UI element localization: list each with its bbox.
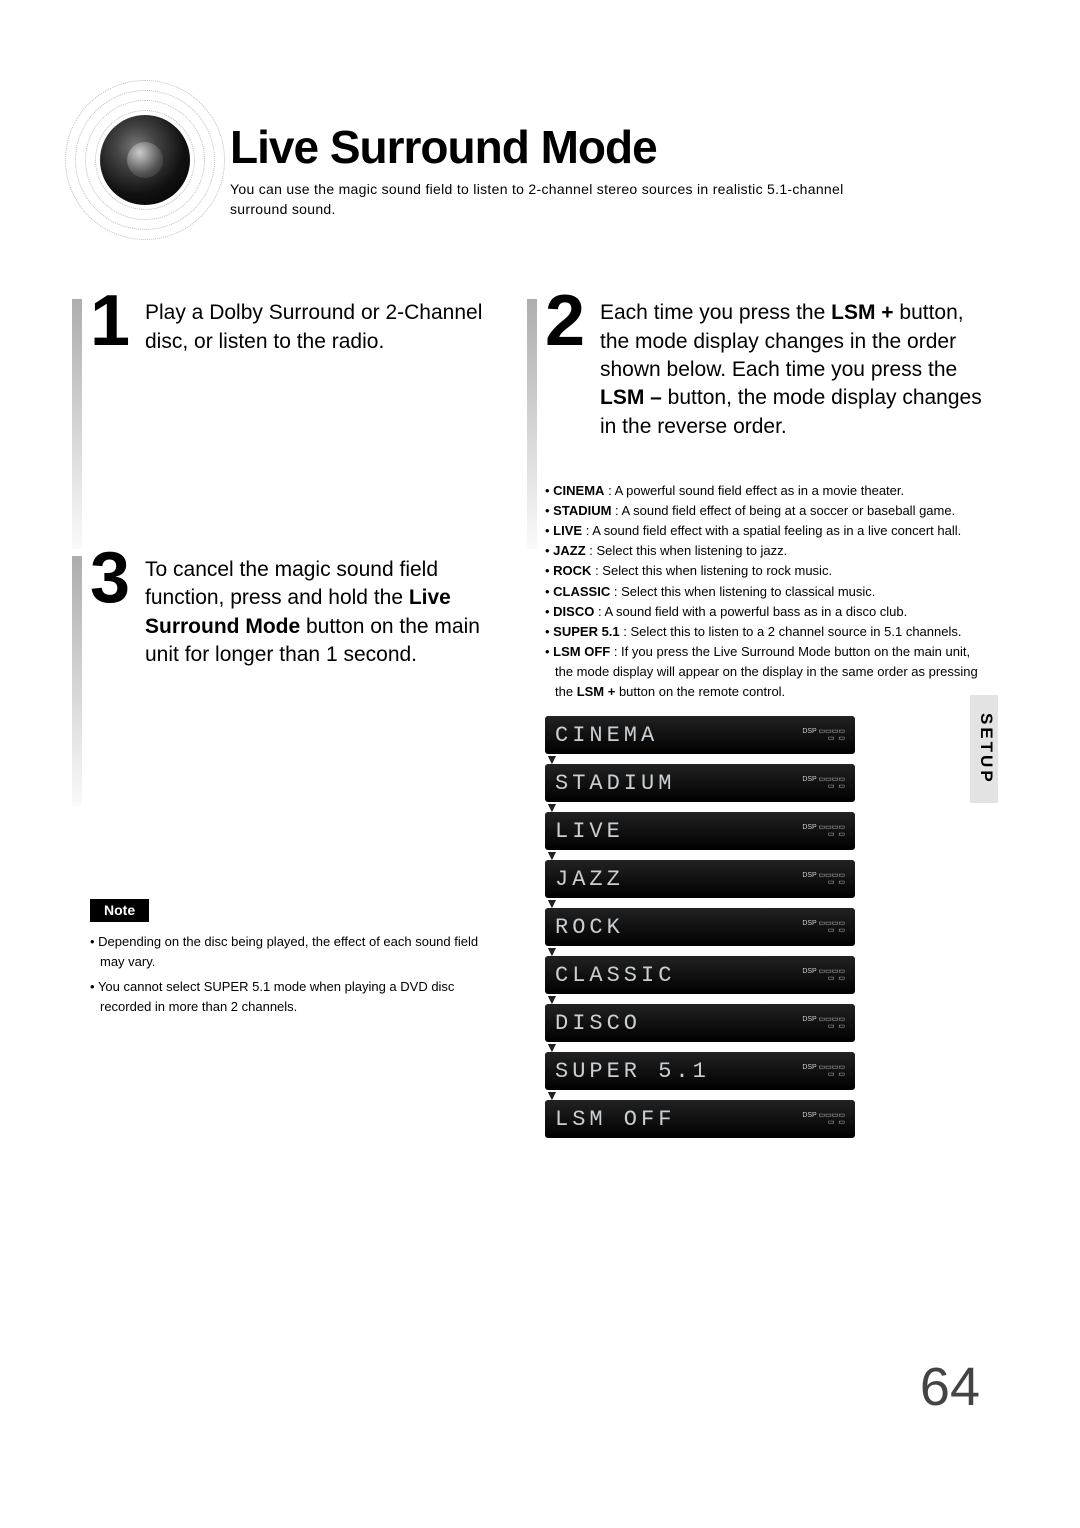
page-header: Live Surround Mode You can use the magic… bbox=[230, 60, 990, 219]
lcd-display: LSM OFF DSP ▭▭▭▭ ▭ ▭ bbox=[545, 1100, 855, 1138]
page-number: 64 bbox=[920, 1356, 980, 1418]
lcd-text: CLASSIC bbox=[555, 963, 675, 988]
mode-item: CLASSIC : Select this when listening to … bbox=[545, 582, 990, 602]
text-part: Each time you press the bbox=[600, 301, 831, 324]
mode-desc: : Select this when listening to rock mus… bbox=[591, 563, 832, 578]
text-bold: LSM – bbox=[600, 386, 662, 409]
lcd-display: STADIUM DSP ▭▭▭▭ ▭ ▭ bbox=[545, 764, 855, 802]
section-tab: SETUP bbox=[970, 695, 998, 803]
step-text: To cancel the magic sound field function… bbox=[145, 556, 505, 669]
note-item: Depending on the disc being played, the … bbox=[90, 932, 485, 971]
note-item: You cannot select SUPER 5.1 mode when pl… bbox=[90, 977, 485, 1016]
lcd-indicator-icons: DSP ▭▭▭▭ ▭ ▭ bbox=[802, 968, 845, 983]
lcd-text: LIVE bbox=[555, 819, 624, 844]
mode-item: LIVE : A sound field effect with a spati… bbox=[545, 521, 990, 541]
lcd-text: JAZZ bbox=[555, 867, 624, 892]
text-part: To cancel the magic sound field function… bbox=[145, 558, 438, 609]
lcd-indicator-icons: DSP ▭▭▭▭ ▭ ▭ bbox=[802, 1016, 845, 1031]
mode-name: CINEMA bbox=[553, 483, 604, 498]
page-title: Live Surround Mode bbox=[230, 120, 990, 174]
lcd-text: LSM OFF bbox=[555, 1107, 675, 1132]
lcd-text: DISCO bbox=[555, 1011, 641, 1036]
mode-desc: : Select this when listening to jazz. bbox=[586, 543, 788, 558]
mode-name: CLASSIC bbox=[553, 584, 610, 599]
lcd-display: SUPER 5.1 DSP ▭▭▭▭ ▭ ▭ bbox=[545, 1052, 855, 1090]
lcd-indicator-icons: DSP ▭▭▭▭ ▭ ▭ bbox=[802, 872, 845, 887]
mode-name: ROCK bbox=[553, 563, 591, 578]
step-2: 2 Each time you press the LSM + button, … bbox=[545, 299, 990, 441]
step-text: Each time you press the LSM + button, th… bbox=[600, 299, 990, 441]
mode-name: STADIUM bbox=[553, 503, 611, 518]
mode-item: JAZZ : Select this when listening to jaz… bbox=[545, 541, 990, 561]
mode-description-list: CINEMA : A powerful sound field effect a… bbox=[545, 481, 990, 703]
mode-desc: : A powerful sound field effect as in a … bbox=[604, 483, 904, 498]
lcd-indicator-icons: DSP ▭▭▭▭ ▭ ▭ bbox=[802, 824, 845, 839]
mode-item: STADIUM : A sound field effect of being … bbox=[545, 501, 990, 521]
manual-page: Live Surround Mode You can use the magic… bbox=[0, 0, 1080, 1528]
lcd-display: CINEMA DSP ▭▭▭▭ ▭ ▭ bbox=[545, 716, 855, 754]
lcd-display: CLASSIC DSP ▭▭▭▭ ▭ ▭ bbox=[545, 956, 855, 994]
mode-item: SUPER 5.1 : Select this to listen to a 2… bbox=[545, 622, 990, 642]
text-bold: LSM + bbox=[831, 301, 893, 324]
mode-item: LSM OFF : If you press the Live Surround… bbox=[545, 642, 990, 702]
content-grid: 1 Play a Dolby Surround or 2-Channel dis… bbox=[70, 299, 990, 1138]
lcd-display: DISCO DSP ▭▭▭▭ ▭ ▭ bbox=[545, 1004, 855, 1042]
mode-item: CINEMA : A powerful sound field effect a… bbox=[545, 481, 990, 501]
step-number: 3 bbox=[90, 550, 130, 608]
mode-name: LIVE bbox=[553, 523, 582, 538]
page-subtitle: You can use the magic sound field to lis… bbox=[230, 180, 850, 219]
mode-desc: : Select this to listen to a 2 channel s… bbox=[620, 624, 962, 639]
step-3: 3 To cancel the magic sound field functi… bbox=[90, 556, 505, 669]
mode-item: DISCO : A sound field with a powerful ba… bbox=[545, 602, 990, 622]
step-number: 2 bbox=[545, 293, 585, 351]
lcd-indicator-icons: DSP ▭▭▭▭ ▭ ▭ bbox=[802, 920, 845, 935]
step-1: 1 Play a Dolby Surround or 2-Channel dis… bbox=[90, 299, 505, 356]
mode-desc-part: button on the remote control. bbox=[615, 684, 785, 699]
lcd-display: LIVE DSP ▭▭▭▭ ▭ ▭ bbox=[545, 812, 855, 850]
mode-item: ROCK : Select this when listening to roc… bbox=[545, 561, 990, 581]
mode-desc: : A sound field effect with a spatial fe… bbox=[582, 523, 961, 538]
mode-desc: : A sound field effect of being at a soc… bbox=[611, 503, 955, 518]
lcd-text: STADIUM bbox=[555, 771, 675, 796]
lcd-text: ROCK bbox=[555, 915, 624, 940]
lcd-indicator-icons: DSP ▭▭▭▭ ▭ ▭ bbox=[802, 1064, 845, 1079]
note-list: Depending on the disc being played, the … bbox=[90, 932, 485, 1016]
lcd-display: JAZZ DSP ▭▭▭▭ ▭ ▭ bbox=[545, 860, 855, 898]
left-column: 1 Play a Dolby Surround or 2-Channel dis… bbox=[70, 299, 515, 1138]
lcd-text: SUPER 5.1 bbox=[555, 1059, 710, 1084]
step-number: 1 bbox=[90, 293, 130, 351]
mode-desc-bold: LSM + bbox=[577, 684, 616, 699]
lcd-indicator-icons: DSP ▭▭▭▭ ▭ ▭ bbox=[802, 776, 845, 791]
display-sequence: CINEMADSP ▭▭▭▭ ▭ ▭▼STADIUMDSP ▭▭▭▭ ▭ ▭▼L… bbox=[545, 716, 990, 1138]
mode-name: LSM OFF bbox=[553, 644, 610, 659]
lcd-display: ROCK DSP ▭▭▭▭ ▭ ▭ bbox=[545, 908, 855, 946]
mode-name: DISCO bbox=[553, 604, 594, 619]
right-column: 2 Each time you press the LSM + button, … bbox=[545, 299, 990, 1138]
mode-desc: : Select this when listening to classica… bbox=[610, 584, 875, 599]
lcd-indicator-icons: DSP ▭▭▭▭ ▭ ▭ bbox=[802, 1112, 845, 1127]
note-section: Note Depending on the disc being played,… bbox=[90, 899, 505, 1016]
note-badge: Note bbox=[90, 899, 149, 922]
step-text: Play a Dolby Surround or 2-Channel disc,… bbox=[145, 299, 505, 356]
speaker-graphic bbox=[65, 80, 225, 240]
mode-desc: : A sound field with a powerful bass as … bbox=[594, 604, 907, 619]
lcd-text: CINEMA bbox=[555, 723, 658, 748]
lcd-indicator-icons: DSP ▭▭▭▭ ▭ ▭ bbox=[802, 728, 845, 743]
mode-name: JAZZ bbox=[553, 543, 586, 558]
mode-name: SUPER 5.1 bbox=[553, 624, 619, 639]
